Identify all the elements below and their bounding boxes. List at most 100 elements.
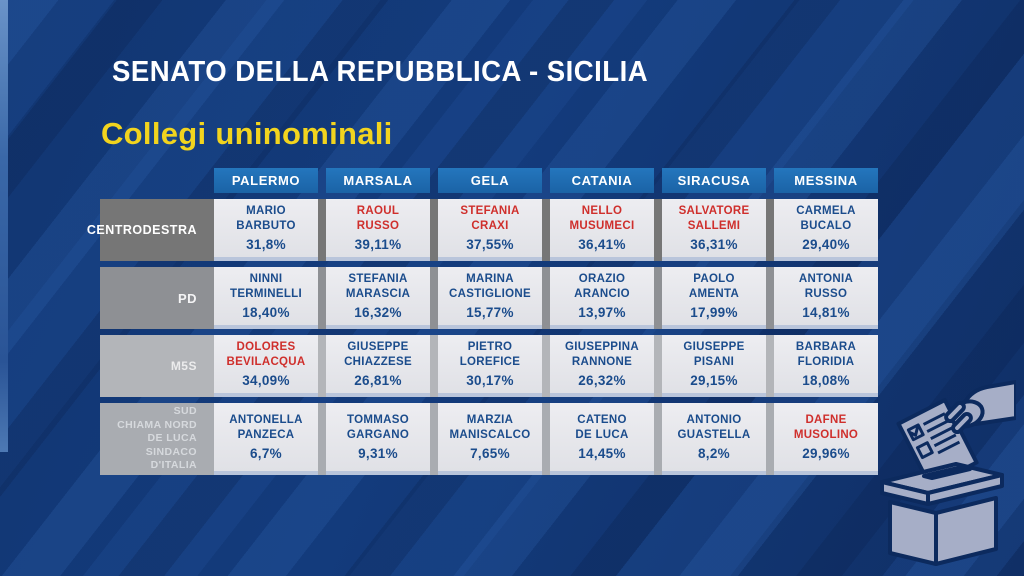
candidate-name-line: RANNONE xyxy=(571,356,633,368)
candidate-name-line: GIUSEPPE xyxy=(683,341,745,354)
candidate-percentage: 13,97% xyxy=(578,304,626,320)
candidate-name-line: GUASTELLA xyxy=(677,429,751,441)
candidate-name-line: STEFANIA xyxy=(348,273,408,286)
candidate-percentage: 26,81% xyxy=(354,372,402,388)
candidate-percentage: 31,8% xyxy=(246,236,286,252)
candidate-name-line: BARBUTO xyxy=(236,220,296,232)
candidate-name-line: LOREFICE xyxy=(459,356,521,368)
candidate-percentage: 18,08% xyxy=(802,372,850,388)
district-header-row: PALERMO MARSALA GELA CATANIA SIRACUSA MESSINA xyxy=(100,168,878,193)
party-label: M5S xyxy=(100,335,206,397)
candidate-cell: PIETRO LOREFICE 30,17% xyxy=(438,335,542,397)
candidate-percentage: 14,45% xyxy=(578,445,626,461)
candidate-name-line: PISANI xyxy=(693,356,735,368)
candidate-name-line: NELLO xyxy=(581,205,623,218)
candidate-name-line: SALVATORE xyxy=(678,205,750,218)
candidate-cell: SALVATORE SALLEMI 36,31% xyxy=(662,199,766,261)
header-spacer xyxy=(100,168,206,193)
candidate-cell: STEFANIA CRAXI 37,55% xyxy=(438,199,542,261)
candidate-percentage: 16,32% xyxy=(354,304,402,320)
candidate-percentage: 15,77% xyxy=(466,304,514,320)
candidate-percentage: 34,09% xyxy=(242,372,290,388)
page-subtitle: Collegi uninominali xyxy=(101,116,393,151)
candidate-name-line: MANISCALCO xyxy=(449,429,531,441)
party-row-0: CENTRODESTRA MARIO BARBUTO 31,8% RAOUL RUSSO 3… xyxy=(87,199,878,261)
candidate-cell: NELLO MUSUMECI 36,41% xyxy=(550,199,654,261)
party-label-line: SUD xyxy=(173,404,197,417)
candidate-name-line: CATENO xyxy=(577,414,627,427)
candidate-name-line: MARINA xyxy=(466,273,514,286)
party-label-line: M5S xyxy=(170,359,197,373)
candidate-name-line: DOLORES xyxy=(236,341,296,354)
party-row-1: PD NINNI TERMINELLI 18,40% STEFANIA MARASCIA 1… xyxy=(100,267,878,329)
candidate-percentage: 26,32% xyxy=(578,372,626,388)
candidate-name-line: BUCALO xyxy=(800,220,852,232)
candidate-name-line: CHIAZZESE xyxy=(344,356,412,368)
district-header-gela: GELA xyxy=(438,168,542,193)
candidate-cell: GIUSEPPE CHIAZZESE 26,81% xyxy=(326,335,430,397)
candidate-name-line: BARBARA xyxy=(795,341,857,354)
candidate-name-line: CARMELA xyxy=(796,205,856,218)
candidate-name-line: ARANCIO xyxy=(574,288,630,300)
candidate-cell: ANTONELLA PANZECA 6,7% xyxy=(214,403,318,475)
candidate-name-line: PAOLO xyxy=(693,273,735,286)
candidate-name-line: SALLEMI xyxy=(687,220,741,232)
candidate-percentage: 36,41% xyxy=(578,236,626,252)
district-header-siracusa: SIRACUSA xyxy=(662,168,766,193)
candidate-cell: PAOLO AMENTA 17,99% xyxy=(662,267,766,329)
party-row-2: M5S DOLORES BEVILACQUA 34,09% GIUSEPPE CHIAZZ… xyxy=(100,335,878,397)
candidate-cell: ANTONIA RUSSO 14,81% xyxy=(774,267,878,329)
candidate-cell: GIUSEPPE PISANI 29,15% xyxy=(662,335,766,397)
party-label-line: PD xyxy=(177,290,197,306)
candidate-name-line: MARIO xyxy=(246,205,286,218)
ballot-box-icon xyxy=(880,380,1016,566)
left-edge-strip xyxy=(0,0,8,452)
candidate-percentage: 18,40% xyxy=(242,304,290,320)
candidate-cell: MARIO BARBUTO 31,8% xyxy=(214,199,318,261)
candidate-name-line: TERMINELLI xyxy=(230,288,302,300)
candidate-name-line: GIUSEPPINA xyxy=(565,341,639,354)
candidate-percentage: 39,11% xyxy=(354,236,402,252)
candidate-cell: DAFNE MUSOLINO 29,96% xyxy=(774,403,878,475)
party-label-line: CENTRODESTRA xyxy=(86,223,197,237)
candidate-name-line: NINNI xyxy=(249,273,283,286)
candidate-name-line: RAOUL xyxy=(356,205,400,218)
party-label: PD xyxy=(100,267,206,329)
candidate-cell: ANTONIO GUASTELLA 8,2% xyxy=(662,403,766,475)
party-label: SUD CHIAMA NORD DE LUCA SINDACO D'ITALIA xyxy=(100,403,206,475)
candidate-cell: MARZIA MANISCALCO 7,65% xyxy=(438,403,542,475)
candidate-cell: TOMMASO GARGANO 9,31% xyxy=(326,403,430,475)
candidate-name-line: DE LUCA xyxy=(575,429,629,441)
candidate-name-line: PIETRO xyxy=(467,341,513,354)
candidate-name-line: CASTIGLIONE xyxy=(449,288,531,300)
candidate-cell: DOLORES BEVILACQUA 34,09% xyxy=(214,335,318,397)
district-header-messina: MESSINA xyxy=(774,168,878,193)
candidate-name-line: GARGANO xyxy=(346,429,410,441)
candidate-percentage: 8,2% xyxy=(698,445,730,461)
box-lid-side xyxy=(926,473,1004,506)
candidate-name-line: PANZECA xyxy=(237,429,295,441)
candidate-cell: MARINA CASTIGLIONE 15,77% xyxy=(438,267,542,329)
district-header-catania: CATANIA xyxy=(550,168,654,193)
candidate-name-line: TOMMASO xyxy=(347,414,409,427)
candidate-cell: CATENO DE LUCA 14,45% xyxy=(550,403,654,475)
candidate-name-line: ANTONIA xyxy=(798,273,854,286)
party-label-line: CHIAMA NORD xyxy=(117,418,197,431)
candidate-name-line: BEVILACQUA xyxy=(226,356,306,368)
candidate-cell: STEFANIA MARASCIA 16,32% xyxy=(326,267,430,329)
candidate-name-line: MUSOLINO xyxy=(793,429,859,441)
candidate-cell: CARMELA BUCALO 29,40% xyxy=(774,199,878,261)
candidate-cell: GIUSEPPINA RANNONE 26,32% xyxy=(550,335,654,397)
results-table: PALERMO MARSALA GELA CATANIA SIRACUSA MESSINA… xyxy=(87,168,878,481)
party-label-line: D'ITALIA xyxy=(150,459,197,472)
candidate-name-line: RUSSO xyxy=(356,220,400,232)
candidate-percentage: 14,81% xyxy=(802,304,850,320)
candidate-name-line: RUSSO xyxy=(804,288,848,300)
party-row-3: SUD CHIAMA NORD DE LUCA SINDACO D'ITALIA ANT… xyxy=(100,403,878,475)
candidate-percentage: 29,40% xyxy=(802,236,850,252)
candidate-name-line: CRAXI xyxy=(471,220,509,232)
candidate-cell: ORAZIO ARANCIO 13,97% xyxy=(550,267,654,329)
district-header-palermo: PALERMO xyxy=(214,168,318,193)
candidate-name-line: AMENTA xyxy=(688,288,740,300)
